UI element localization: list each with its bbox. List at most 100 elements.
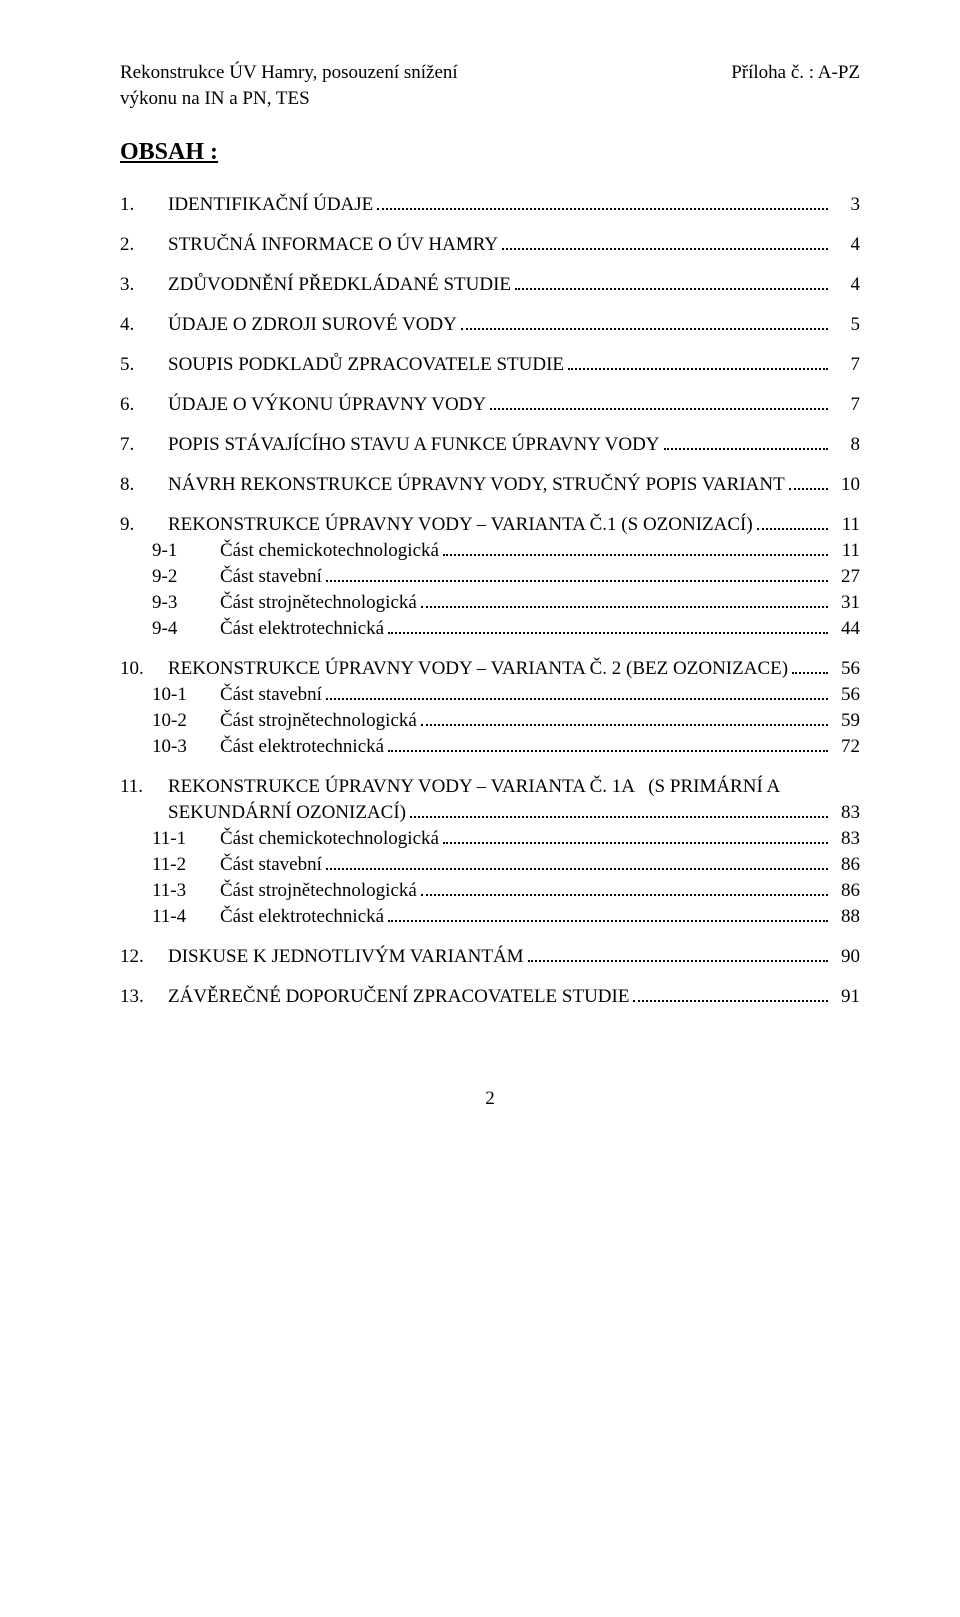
leader-dots: [421, 712, 828, 726]
toc-label: POPIS STÁVAJÍCÍHO STAVU A FUNKCE ÚPRAVNY…: [168, 434, 660, 456]
toc-subsection: 9-4Část elektrotechnická 44: [120, 618, 860, 640]
toc-section: 1.IDENTIFIKAČNÍ ÚDAJE3: [120, 194, 860, 216]
toc-list: 1.IDENTIFIKAČNÍ ÚDAJE3 2.STRUČNÁ INFORMAC…: [120, 194, 860, 1008]
toc-page: 88: [832, 906, 860, 928]
toc-page: 86: [832, 880, 860, 902]
leader-dots: [377, 196, 828, 210]
toc-label: Část strojnětechnologická: [220, 710, 417, 732]
toc-section: 12.DISKUSE K JEDNOTLIVÝM VARIANTÁM90: [120, 946, 860, 968]
toc-page: 8: [832, 434, 860, 456]
leader-dots: [443, 830, 828, 844]
toc-page: 11: [832, 514, 860, 536]
toc-number: 11-2: [152, 854, 220, 876]
leader-dots: [664, 436, 828, 450]
toc-section: 4.ÚDAJE O ZDROJI SUROVÉ VODY5: [120, 314, 860, 336]
toc-page: 83: [832, 828, 860, 850]
toc-subsection: 10-1Část stavební56: [120, 684, 860, 706]
toc-label: ZDŮVODNĚNÍ PŘEDKLÁDANÉ STUDIE: [168, 274, 511, 296]
toc-subsection: 11-4Část elektrotechnická88: [120, 906, 860, 928]
toc-section: 3.ZDŮVODNĚNÍ PŘEDKLÁDANÉ STUDIE4: [120, 274, 860, 296]
toc-number: 9-4: [152, 618, 220, 640]
toc-section-continuation: SEKUNDÁRNÍ OZONIZACÍ) 83: [120, 802, 860, 824]
leader-dots: [326, 568, 828, 582]
leader-dots: [388, 620, 828, 634]
toc-label: DISKUSE K JEDNOTLIVÝM VARIANTÁM: [168, 946, 524, 968]
toc-page: 11: [832, 540, 860, 562]
toc-section: 11.REKONSTRUKCE ÚPRAVNY VODY – VARIANTA …: [120, 776, 860, 798]
header-left-line2: výkonu na IN a PN, TES: [120, 86, 458, 112]
toc-page: 7: [832, 354, 860, 376]
toc-section: 10.REKONSTRUKCE ÚPRAVNY VODY – VARIANTA …: [120, 658, 860, 680]
toc-number: 10-3: [152, 736, 220, 758]
leader-dots: [789, 476, 828, 490]
toc-page: 83: [832, 802, 860, 824]
toc-label: SOUPIS PODKLADŮ ZPRACOVATELE STUDIE: [168, 354, 564, 376]
toc-label: STRUČNÁ INFORMACE O ÚV HAMRY: [168, 234, 498, 256]
toc-subsection: 9-3Část strojnětechnologická 31: [120, 592, 860, 614]
toc-label: Část stavební: [220, 566, 322, 588]
toc-section: 13.ZÁVĚREČNÉ DOPORUČENÍ ZPRACOVATELE STU…: [120, 986, 860, 1008]
toc-number: 2.: [120, 234, 168, 256]
toc-page: 91: [832, 986, 860, 1008]
toc-label: Část strojnětechnologická: [220, 880, 417, 902]
toc-label: REKONSTRUKCE ÚPRAVNY VODY – VARIANTA Č.1…: [168, 514, 753, 536]
toc-page: 59: [832, 710, 860, 732]
toc-number: 9-1: [152, 540, 220, 562]
toc-label: Část elektrotechnická: [220, 736, 384, 758]
toc-page: 56: [832, 684, 860, 706]
toc-page: 4: [832, 274, 860, 296]
toc-label: Část chemickotechnologická: [220, 828, 439, 850]
leader-dots: [388, 908, 828, 922]
toc-subsection: 11-3Část strojnětechnologická 86: [120, 880, 860, 902]
toc-section: 7.POPIS STÁVAJÍCÍHO STAVU A FUNKCE ÚPRAV…: [120, 434, 860, 456]
toc-label: ZÁVĚREČNÉ DOPORUČENÍ ZPRACOVATELE STUDIE: [168, 986, 629, 1008]
toc-page: 5: [832, 314, 860, 336]
leader-dots: [515, 276, 828, 290]
toc-label: Část elektrotechnická: [220, 618, 384, 640]
leader-dots: [502, 236, 828, 250]
toc-page: 10: [832, 474, 860, 496]
toc-number: 5.: [120, 354, 168, 376]
toc-number: 10-2: [152, 710, 220, 732]
toc-label: NÁVRH REKONSTRUKCE ÚPRAVNY VODY, STRUČNÝ…: [168, 474, 785, 496]
toc-label: ÚDAJE O VÝKONU ÚPRAVNY VODY: [168, 394, 486, 416]
leader-dots: [528, 948, 828, 962]
leader-dots: [421, 882, 828, 896]
leader-dots: [421, 594, 828, 608]
toc-section: 8.NÁVRH REKONSTRUKCE ÚPRAVNY VODY, STRUČ…: [120, 474, 860, 496]
header-right: Příloha č. : A-PZ: [731, 60, 860, 111]
toc-label: Část elektrotechnická: [220, 906, 384, 928]
toc-page: 44: [832, 618, 860, 640]
toc-number: 9-2: [152, 566, 220, 588]
toc-page: 27: [832, 566, 860, 588]
toc-number: 8.: [120, 474, 168, 496]
toc-label: Část chemickotechnologická: [220, 540, 439, 562]
toc-page: 56: [832, 658, 860, 680]
toc-page: 31: [832, 592, 860, 614]
toc-number: 11-1: [152, 828, 220, 850]
toc-page: 4: [832, 234, 860, 256]
toc-number: 6.: [120, 394, 168, 416]
page: Rekonstrukce ÚV Hamry, posouzení snížení…: [0, 0, 960, 1150]
toc-page: 7: [832, 394, 860, 416]
leader-dots: [490, 396, 828, 410]
toc-number: 11-3: [152, 880, 220, 902]
toc-number: 10.: [120, 658, 168, 680]
leader-dots: [326, 686, 828, 700]
toc-number: 13.: [120, 986, 168, 1008]
toc-number: 9.: [120, 514, 168, 536]
toc-number: 11.: [120, 776, 168, 798]
leader-dots: [792, 660, 828, 674]
toc-number: 7.: [120, 434, 168, 456]
toc-number: 9-3: [152, 592, 220, 614]
toc-label: Část strojnětechnologická: [220, 592, 417, 614]
toc-label: IDENTIFIKAČNÍ ÚDAJE: [168, 194, 373, 216]
leader-dots: [568, 356, 828, 370]
toc-heading: OBSAH :: [120, 139, 860, 166]
toc-subsection: 11-2Část stavební86: [120, 854, 860, 876]
toc-label: SEKUNDÁRNÍ OZONIZACÍ): [168, 802, 406, 824]
toc-subsection: 10-3Část elektrotechnická72: [120, 736, 860, 758]
toc-section: 9.REKONSTRUKCE ÚPRAVNY VODY – VARIANTA Č…: [120, 514, 860, 536]
toc-label: Část stavební: [220, 854, 322, 876]
toc-number: 10-1: [152, 684, 220, 706]
